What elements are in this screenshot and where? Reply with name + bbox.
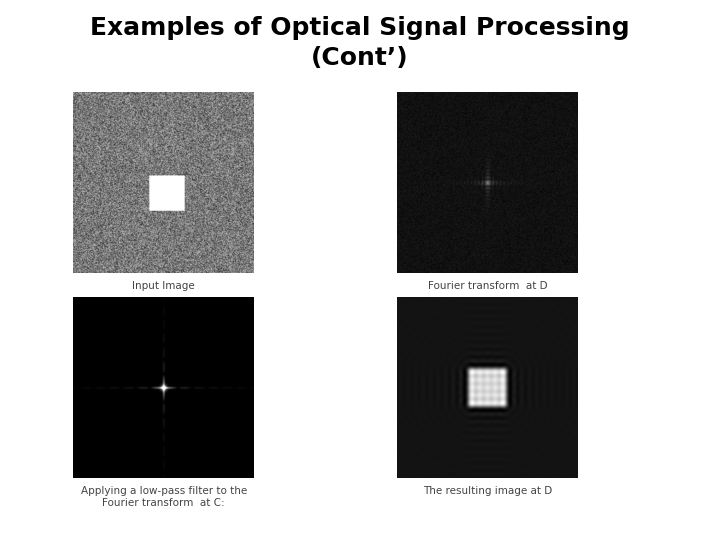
Text: The resulting image at D: The resulting image at D	[423, 486, 552, 496]
Text: Examples of Optical Signal Processing
(Cont’): Examples of Optical Signal Processing (C…	[90, 16, 630, 70]
Text: Fourier transform  at D: Fourier transform at D	[428, 281, 548, 291]
Text: Input Image: Input Image	[132, 281, 195, 291]
Text: Applying a low-pass filter to the
Fourier transform  at C:: Applying a low-pass filter to the Fourie…	[81, 486, 247, 508]
